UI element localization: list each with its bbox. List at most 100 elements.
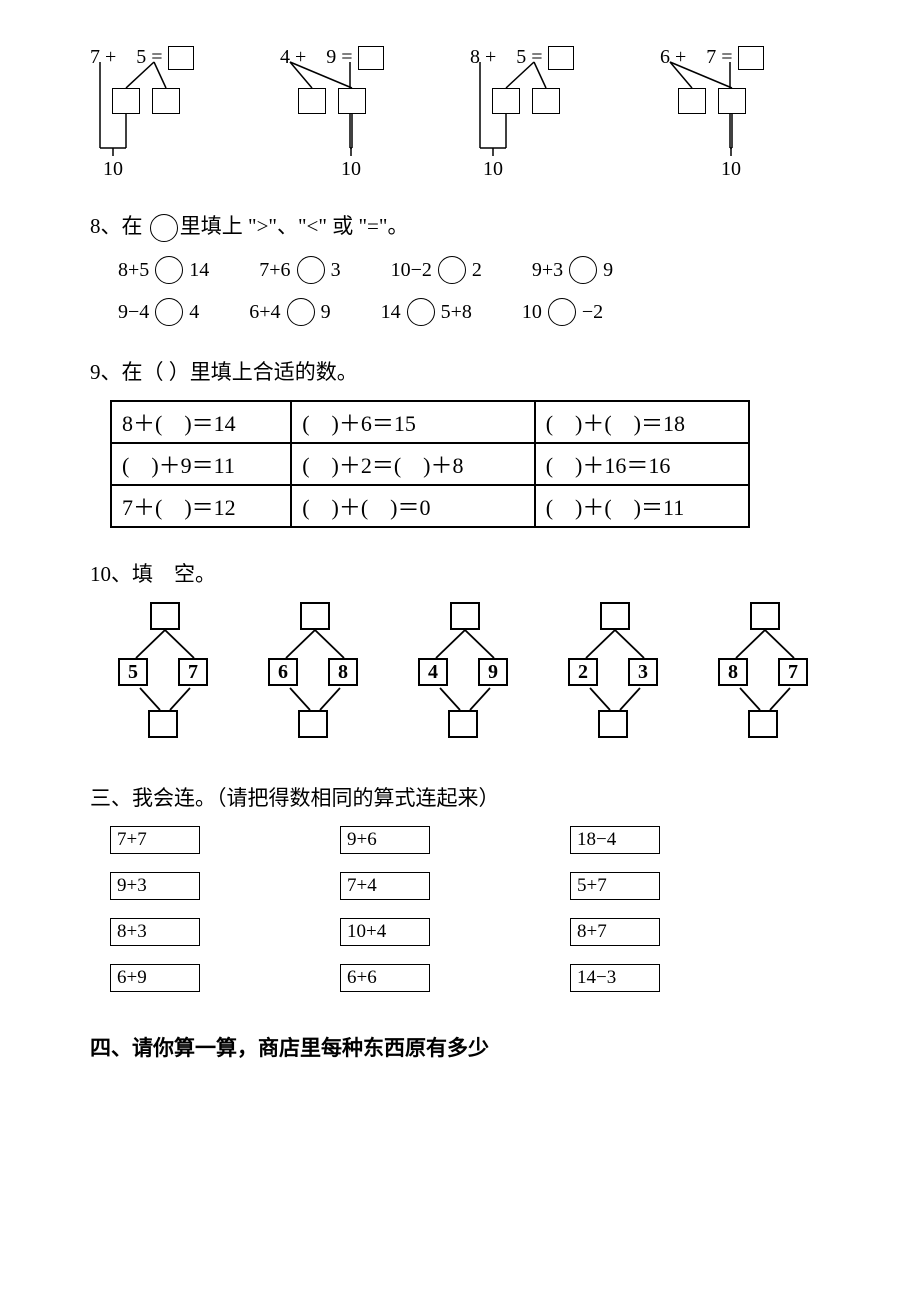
compare-left: 9+3: [532, 259, 563, 282]
compare-right: 5+8: [441, 301, 472, 324]
match-item[interactable]: 7+4: [340, 872, 430, 900]
matching-grid: 7+7 9+3 8+3 6+9 9+6 7+4 10+4 6+6 18−4 5+7 8+7 14−3: [110, 826, 830, 992]
number-bonds-row: 5768492387: [100, 602, 830, 742]
split-box[interactable]: [718, 88, 746, 114]
compare-circle[interactable]: [297, 256, 325, 284]
bond-left-value: 4: [418, 658, 448, 686]
table-cell: ( )＋16＝16: [535, 443, 749, 485]
compare-circle[interactable]: [407, 298, 435, 326]
table-cell: ( )＋( )＝0: [291, 485, 535, 527]
split-box[interactable]: [152, 88, 180, 114]
match-column: 9+6 7+4 10+4 6+6: [340, 826, 430, 992]
decomposition-diagram: 6 + 7 = 10: [660, 40, 800, 180]
number-bond: 68: [250, 602, 380, 742]
split-box[interactable]: [532, 88, 560, 114]
bond-bottom-box[interactable]: [748, 710, 778, 738]
bond-right-value: 7: [778, 658, 808, 686]
compare-left: 9−4: [118, 301, 149, 324]
bond-bottom-box[interactable]: [298, 710, 328, 738]
comparison-item: 14 5+8: [381, 298, 472, 326]
match-item[interactable]: 6+6: [340, 964, 430, 992]
comparison-item: 7+63: [259, 256, 340, 284]
match-item[interactable]: 8+7: [570, 918, 660, 946]
compare-right: 9: [603, 259, 613, 282]
decomposition-diagram: 4 + 9 = 10: [280, 40, 420, 180]
table-row: 8＋( )＝14( )＋6＝15( )＋( )＝18: [111, 401, 749, 443]
decomposition-diagram: 7 + 5 = 10: [90, 40, 230, 180]
bond-right-value: 7: [178, 658, 208, 686]
problem-8-title: 8、在 里填上 ">"、"<" 或 "="。: [90, 210, 830, 242]
split-box[interactable]: [678, 88, 706, 114]
match-item[interactable]: 18−4: [570, 826, 660, 854]
table-cell: ( )＋( )＝11: [535, 485, 749, 527]
number-bond: 57: [100, 602, 230, 742]
bond-top-box[interactable]: [450, 602, 480, 630]
bond-top-box[interactable]: [600, 602, 630, 630]
ten-label: 10: [341, 158, 361, 180]
compare-right: 9: [321, 301, 331, 324]
number-bond: 23: [550, 602, 680, 742]
match-item[interactable]: 8+3: [110, 918, 200, 946]
compare-circle[interactable]: [569, 256, 597, 284]
decomposition-row: 7 + 5 = 10 4 + 9 = 10 8 + 5 = 10 6 + 7 = 10: [90, 40, 830, 180]
bond-bottom-box[interactable]: [448, 710, 478, 738]
table-row: ( )＋9＝11( )＋2＝( )＋8( )＋16＝16: [111, 443, 749, 485]
compare-circle[interactable]: [155, 298, 183, 326]
split-box[interactable]: [338, 88, 366, 114]
comparison-row: 9−446+49145+810−2: [118, 298, 830, 326]
table-cell: ( )＋( )＝18: [535, 401, 749, 443]
bond-bottom-box[interactable]: [598, 710, 628, 738]
ten-label: 10: [103, 158, 123, 180]
match-item[interactable]: 10+4: [340, 918, 430, 946]
bond-bottom-box[interactable]: [148, 710, 178, 738]
problem-8-body: 8+5 14 7+63 10−22 9+3 9 9−4 4 6+4 9 14 5+8 10−2: [90, 256, 830, 326]
compare-left: 8+5: [118, 259, 149, 282]
match-item[interactable]: 9+6: [340, 826, 430, 854]
table-cell: ( )＋6＝15: [291, 401, 535, 443]
split-box[interactable]: [298, 88, 326, 114]
table-row: 7＋( )＝12( )＋( )＝0( )＋( )＝11: [111, 485, 749, 527]
match-item[interactable]: 7+7: [110, 826, 200, 854]
number-bond: 49: [400, 602, 530, 742]
match-item[interactable]: 5+7: [570, 872, 660, 900]
bond-left-value: 8: [718, 658, 748, 686]
match-column: 18−4 5+7 8+7 14−3: [570, 826, 660, 992]
bond-top-box[interactable]: [300, 602, 330, 630]
compare-right: 3: [331, 259, 341, 282]
problem-9-table: 8＋( )＝14( )＋6＝15( )＋( )＝18( )＋9＝11( )＋2＝…: [110, 400, 750, 528]
compare-left: 6+4: [249, 301, 280, 324]
match-item[interactable]: 9+3: [110, 872, 200, 900]
match-item[interactable]: 6+9: [110, 964, 200, 992]
number-bond: 87: [700, 602, 830, 742]
split-box[interactable]: [112, 88, 140, 114]
bond-left-value: 2: [568, 658, 598, 686]
compare-circle[interactable]: [155, 256, 183, 284]
table-cell: ( )＋9＝11: [111, 443, 291, 485]
match-item[interactable]: 14−3: [570, 964, 660, 992]
compare-right: 14: [189, 259, 209, 282]
compare-circle[interactable]: [438, 256, 466, 284]
bond-top-box[interactable]: [150, 602, 180, 630]
compare-left: 10−2: [391, 259, 432, 282]
bond-right-value: 8: [328, 658, 358, 686]
comparison-item: 8+5 14: [118, 256, 209, 284]
bond-right-value: 9: [478, 658, 508, 686]
compare-right: −2: [582, 301, 603, 324]
comparison-item: 9+3 9: [532, 256, 613, 284]
decomposition-diagram: 8 + 5 = 10: [470, 40, 610, 180]
comparison-item: 9−4 4: [118, 298, 199, 326]
match-column: 7+7 9+3 8+3 6+9: [110, 826, 200, 992]
bond-top-box[interactable]: [750, 602, 780, 630]
split-box[interactable]: [492, 88, 520, 114]
compare-circle[interactable]: [287, 298, 315, 326]
circle-icon: [150, 214, 178, 242]
compare-right: 4: [189, 301, 199, 324]
bond-left-value: 5: [118, 658, 148, 686]
compare-left: 14: [381, 301, 401, 324]
compare-circle[interactable]: [548, 298, 576, 326]
table-cell: 8＋( )＝14: [111, 401, 291, 443]
ten-label: 10: [483, 158, 503, 180]
comparison-item: 10−22: [391, 256, 482, 284]
comparison-row: 8+5 14 7+63 10−22 9+3 9: [118, 256, 830, 284]
ten-label: 10: [721, 158, 741, 180]
